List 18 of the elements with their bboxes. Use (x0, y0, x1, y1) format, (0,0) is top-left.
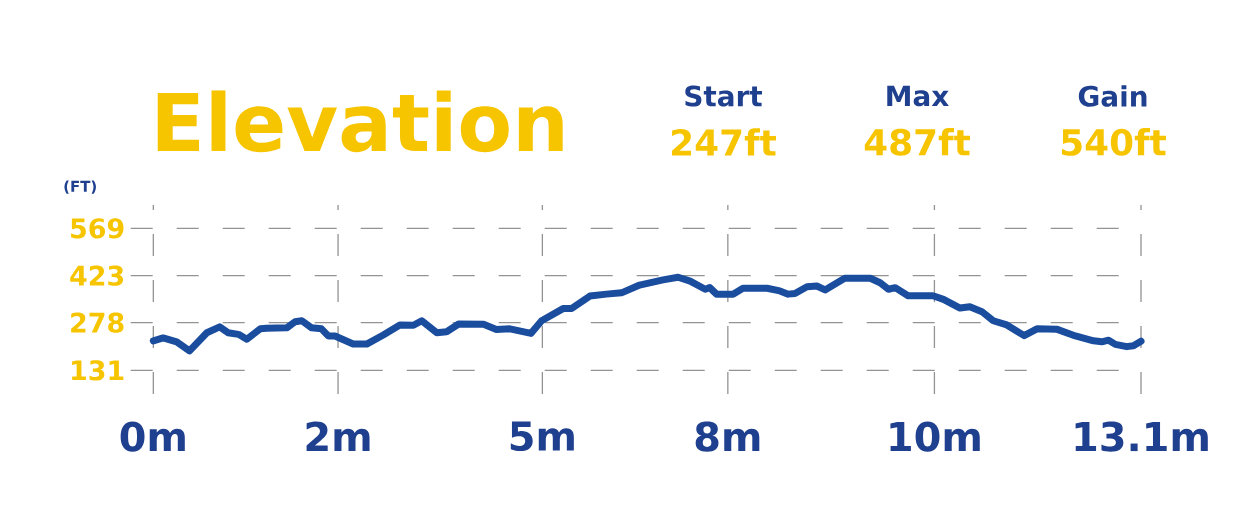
y-axis-title: (FT) (64, 180, 96, 194)
x-tick-label: 0m (120, 421, 185, 452)
x-tick-label: 5m (510, 421, 574, 452)
y-tick-label: 278 (71, 312, 124, 333)
text: Gain (1078, 85, 1147, 107)
text: 540ft (1061, 128, 1166, 156)
text: 487ft (864, 128, 970, 156)
chart-title: Elevation (157, 90, 563, 153)
x-tick-label: 8m (695, 421, 760, 452)
y-tick-label: 569 (71, 218, 124, 239)
y-tick-label: 423 (70, 265, 124, 286)
text: Start (685, 85, 763, 107)
x-tick-label: 2m (306, 421, 370, 452)
y-tick-label: 131 (72, 360, 124, 381)
x-tick-label: 13.1m (1075, 421, 1208, 452)
text: Max (887, 85, 949, 107)
text: 247ft (672, 128, 776, 156)
x-tick-label: 10m (890, 421, 980, 452)
